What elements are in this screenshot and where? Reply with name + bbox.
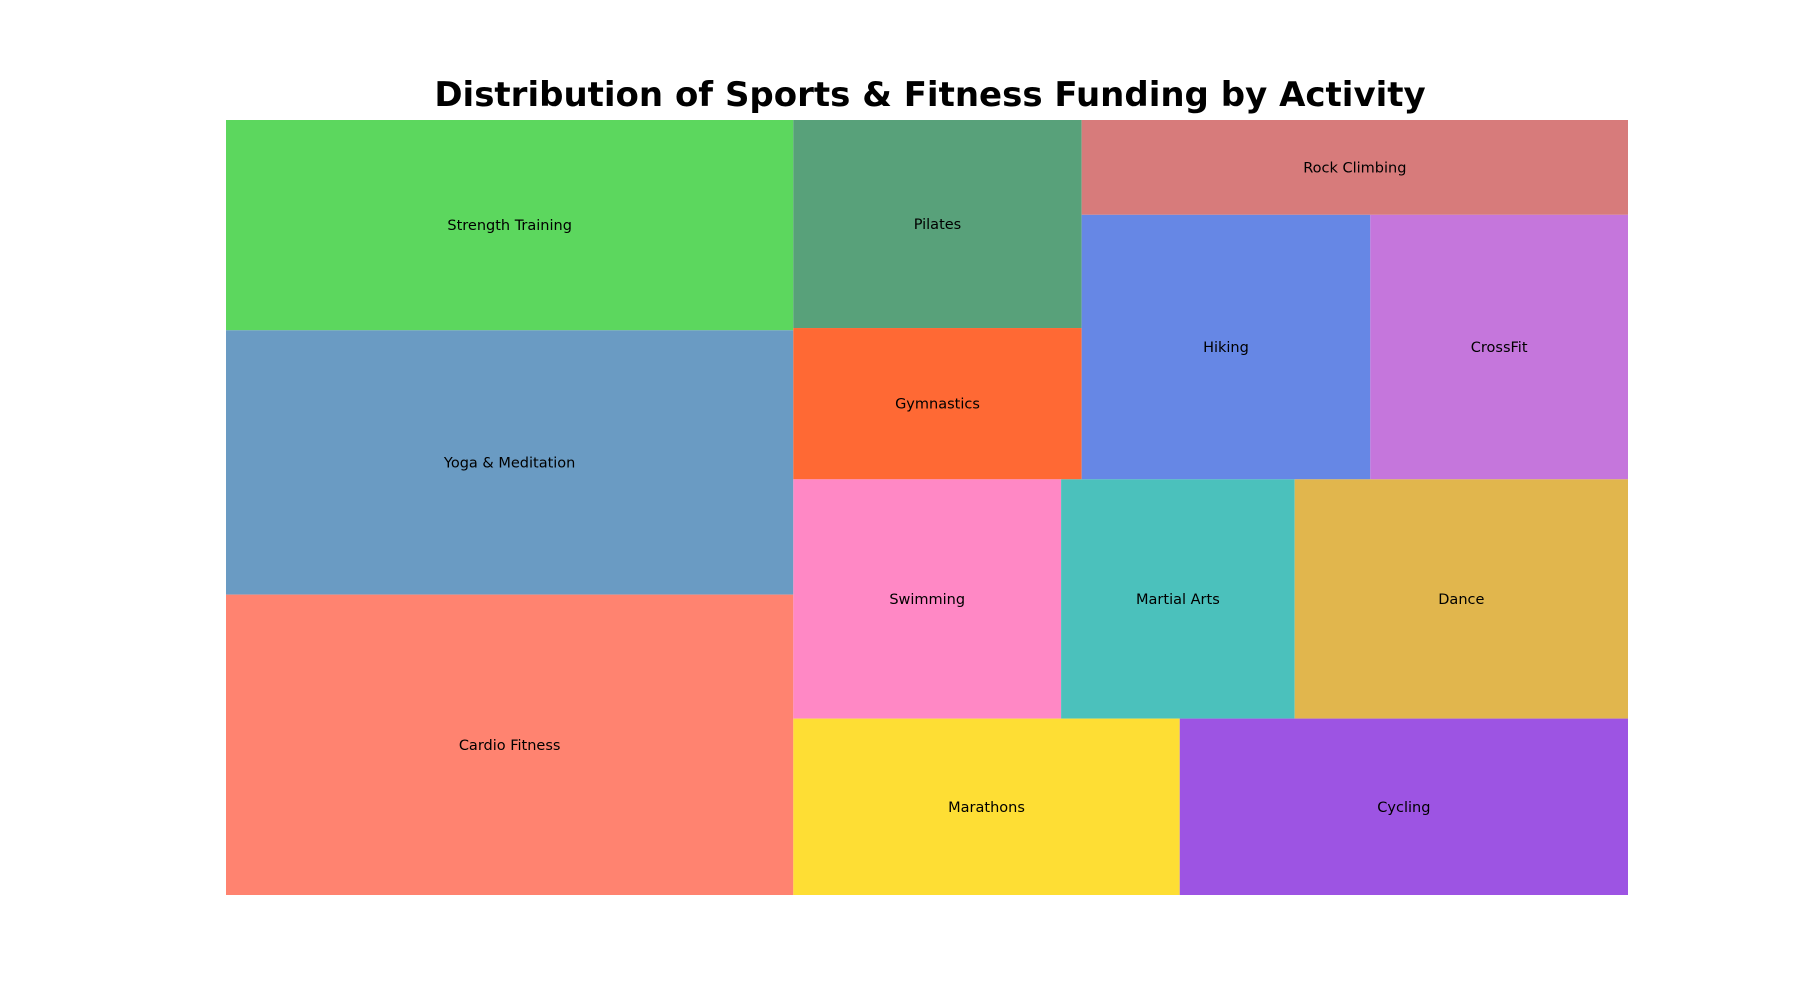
treemap-tile-gymnastics: Gymnastics — [793, 328, 1082, 480]
tile-label-hiking: Hiking — [1203, 340, 1249, 356]
tile-label-yoga-meditation: Yoga & Meditation — [443, 455, 575, 471]
treemap-tile-swimming: Swimming — [793, 479, 1062, 719]
treemap-tile-hiking: Hiking — [1081, 214, 1371, 480]
treemap-tile-crossfit: CrossFit — [1370, 214, 1628, 480]
treemap-tile-yoga-meditation: Yoga & Meditation — [226, 330, 794, 595]
treemap-tile-cardio-fitness: Cardio Fitness — [226, 594, 794, 895]
tile-rect-gymnastics — [793, 328, 1082, 480]
treemap-tile-marathons: Marathons — [793, 718, 1180, 895]
tile-rect-pilates — [793, 120, 1082, 329]
tile-label-strength-training: Strength Training — [447, 218, 572, 234]
tile-rect-dance — [1294, 479, 1628, 719]
tile-rect-swimming — [793, 479, 1062, 719]
tile-label-crossfit: CrossFit — [1471, 340, 1528, 356]
tile-label-swimming: Swimming — [889, 592, 965, 608]
tile-rect-strength-training — [226, 120, 794, 331]
tile-rect-marathons — [793, 718, 1180, 895]
tile-label-rock-climbing: Rock Climbing — [1303, 160, 1406, 176]
treemap-tile-rock-climbing: Rock Climbing — [1081, 120, 1628, 215]
treemap-tile-martial-arts: Martial Arts — [1061, 479, 1295, 719]
tile-label-martial-arts: Martial Arts — [1136, 592, 1220, 608]
tile-rect-yoga-meditation — [226, 330, 794, 595]
tile-rect-martial-arts — [1061, 479, 1295, 719]
tile-rect-rock-climbing — [1081, 120, 1628, 215]
tile-rect-hiking — [1081, 214, 1371, 480]
treemap-tile-strength-training: Strength Training — [226, 120, 794, 331]
tile-rect-cycling — [1179, 718, 1628, 895]
treemap-tile-cycling: Cycling — [1179, 718, 1628, 895]
treemap-tile-dance: Dance — [1294, 479, 1628, 719]
tile-label-gymnastics: Gymnastics — [895, 397, 980, 413]
tile-label-cycling: Cycling — [1377, 800, 1430, 816]
tile-rect-crossfit — [1370, 214, 1628, 480]
tile-label-dance: Dance — [1438, 592, 1484, 608]
tile-label-pilates: Pilates — [914, 217, 962, 233]
tile-label-cardio-fitness: Cardio Fitness — [459, 738, 561, 754]
tile-rect-cardio-fitness — [226, 594, 794, 895]
tile-label-marathons: Marathons — [948, 800, 1025, 816]
chart-title: Distribution of Sports & Fitness Funding… — [434, 75, 1426, 115]
treemap-tile-pilates: Pilates — [793, 120, 1082, 329]
